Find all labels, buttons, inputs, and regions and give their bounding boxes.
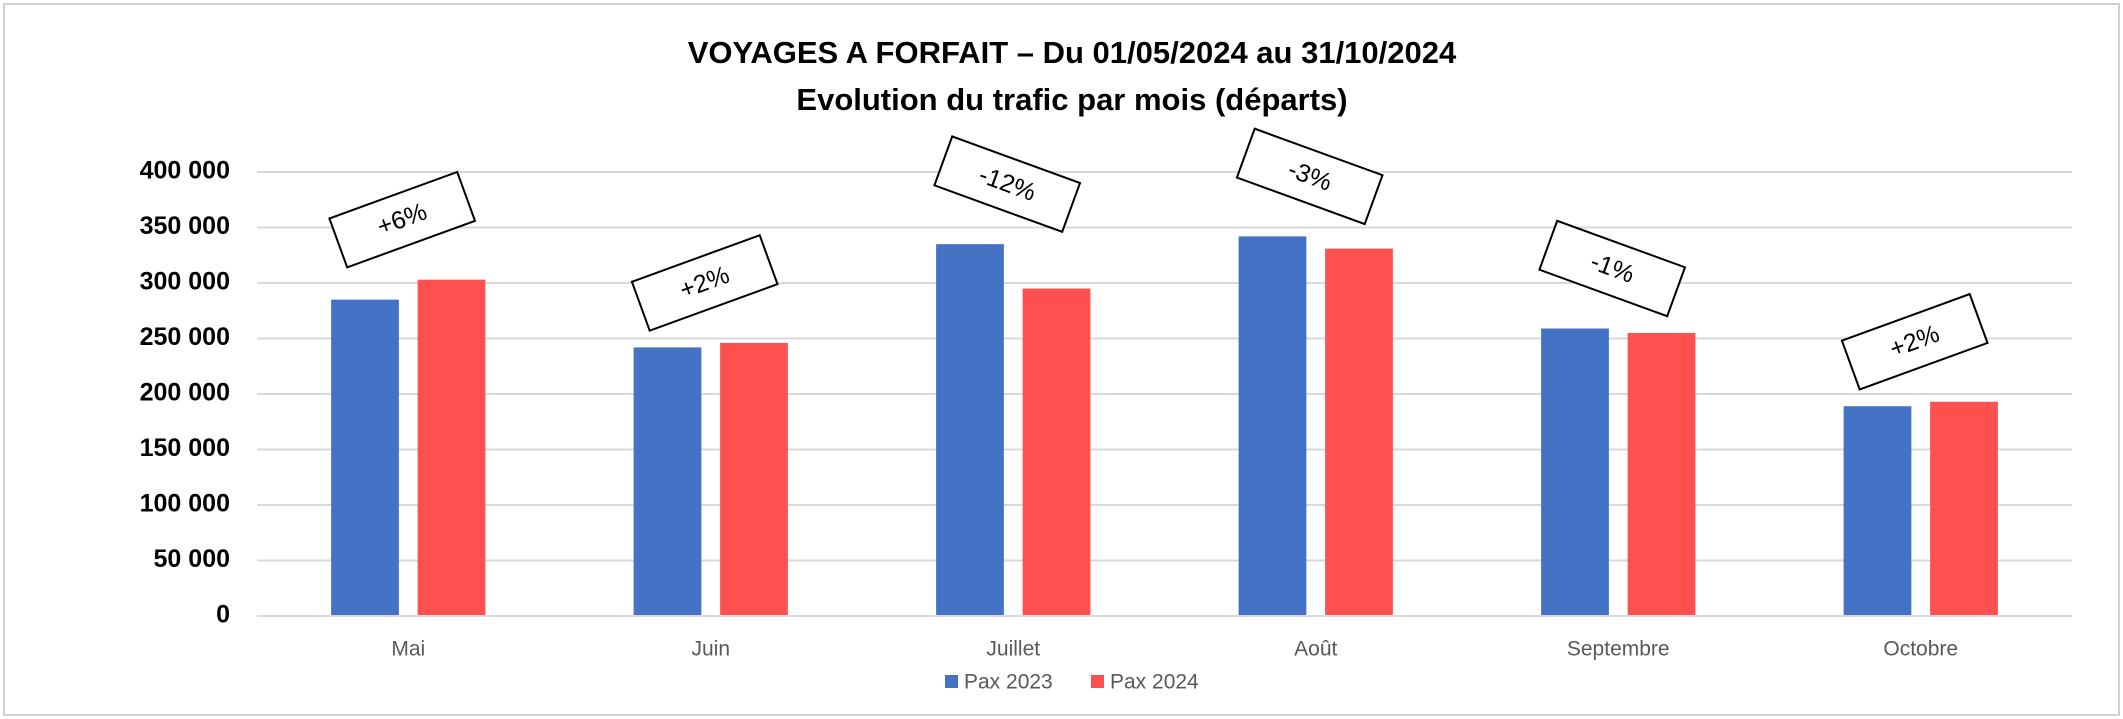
y-tick-label: 100 000 bbox=[140, 490, 230, 518]
legend-swatch bbox=[1091, 675, 1104, 688]
annotation-box bbox=[1538, 219, 1687, 318]
x-tick-label: Octobre bbox=[1883, 638, 1958, 661]
y-tick-label: 50 000 bbox=[154, 545, 230, 573]
annotation-box bbox=[1840, 292, 1989, 391]
bar bbox=[417, 279, 486, 616]
x-tick-label: Juin bbox=[691, 638, 730, 661]
chart-subtitle: Evolution du trafic par mois (départs) bbox=[796, 82, 1347, 117]
y-tick-label: 200 000 bbox=[140, 379, 230, 407]
annotation-box bbox=[328, 170, 477, 269]
bar bbox=[1627, 332, 1696, 616]
chart-title: VOYAGES A FORFAIT – Du 01/05/2024 au 31/… bbox=[688, 35, 1457, 70]
annotation: -3% bbox=[1235, 127, 1384, 226]
y-tick-label: 400 000 bbox=[140, 157, 230, 185]
annotation: +2% bbox=[1840, 292, 1989, 391]
bar bbox=[720, 342, 788, 616]
bar bbox=[1843, 406, 1912, 616]
annotation: +6% bbox=[328, 170, 477, 269]
bar bbox=[1022, 288, 1091, 616]
y-tick-label: 300 000 bbox=[140, 268, 230, 296]
bar bbox=[633, 347, 702, 616]
legend-swatch bbox=[945, 675, 958, 688]
bar bbox=[936, 244, 1004, 616]
annotation: -12% bbox=[933, 135, 1082, 234]
bar bbox=[1325, 248, 1393, 616]
annotation-box bbox=[933, 135, 1082, 234]
bar bbox=[331, 299, 399, 616]
x-tick-label: Août bbox=[1294, 638, 1337, 661]
bar bbox=[1238, 236, 1307, 616]
legend-label: Pax 2024 bbox=[1110, 671, 1199, 694]
bar bbox=[1541, 328, 1609, 616]
annotation-box bbox=[1235, 127, 1384, 226]
x-tick-label: Septembre bbox=[1567, 638, 1670, 661]
y-tick-label: 0 bbox=[216, 601, 230, 629]
legend-label: Pax 2023 bbox=[964, 671, 1053, 694]
y-tick-label: 350 000 bbox=[140, 212, 230, 240]
y-tick-label: 150 000 bbox=[140, 434, 230, 462]
annotation-box bbox=[630, 233, 779, 332]
annotation: +2% bbox=[630, 233, 779, 332]
annotation: -1% bbox=[1538, 219, 1687, 318]
x-tick-label: Juillet bbox=[986, 638, 1040, 661]
y-tick-label: 250 000 bbox=[140, 323, 230, 351]
bar bbox=[1930, 401, 1998, 616]
x-tick-label: Mai bbox=[391, 638, 425, 661]
